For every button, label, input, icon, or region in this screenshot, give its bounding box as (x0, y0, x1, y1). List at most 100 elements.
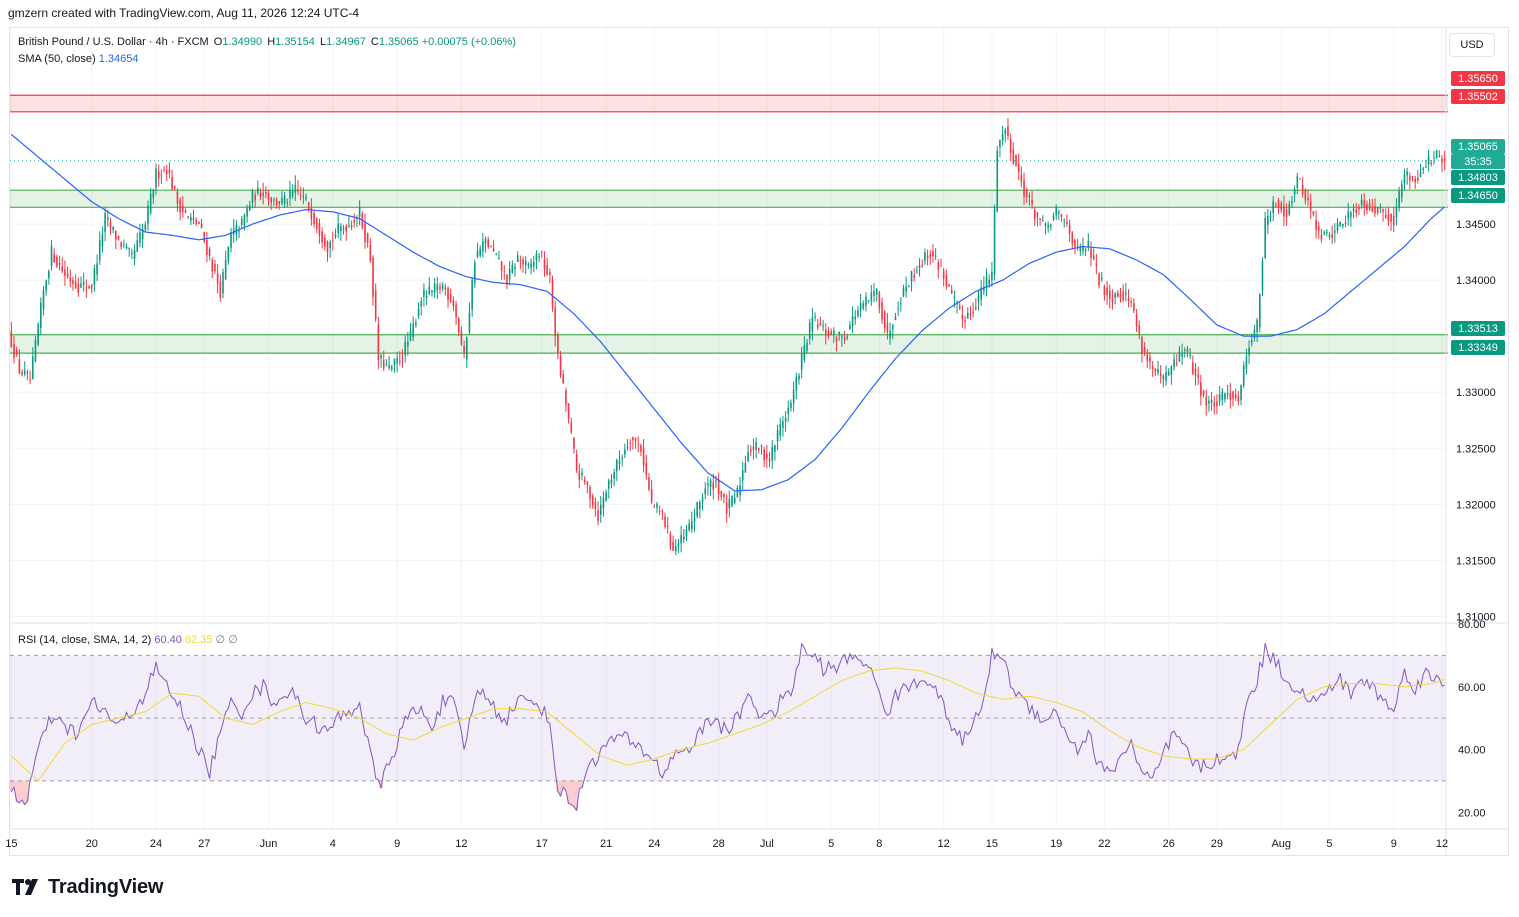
candle-body (790, 402, 792, 409)
candle-body (977, 295, 980, 303)
candle-body (1253, 329, 1256, 339)
candle-body (1280, 203, 1283, 211)
candle-body (782, 421, 784, 428)
candle-body (495, 253, 498, 255)
candle-body (310, 207, 313, 220)
time-tick-label: 27 (198, 838, 210, 850)
candle-body (1143, 346, 1146, 353)
candle-body (626, 447, 629, 449)
candle-body (115, 230, 117, 240)
candle-body (1117, 292, 1119, 297)
candle-body (396, 358, 398, 364)
candle-body (1068, 224, 1071, 234)
candle-body (704, 488, 707, 495)
candle-body (1355, 209, 1358, 214)
candle-body (969, 313, 972, 315)
candle-body (163, 169, 165, 171)
candle-body (262, 192, 264, 196)
candle-body (524, 260, 527, 265)
ohlc-c-label: C (370, 36, 379, 48)
price-legend: British Pound / U.S. Dollar · 4h · FXCM … (18, 36, 516, 48)
candle-body (899, 303, 902, 305)
candle-body (61, 266, 64, 272)
candle-body (725, 502, 728, 514)
candle-body (964, 320, 966, 322)
candle-body (934, 255, 937, 257)
candle-body (409, 330, 412, 341)
time-tick-label: 24 (150, 838, 162, 850)
candle-body (1403, 174, 1406, 184)
candle-body (717, 480, 720, 495)
time-tick-label: Aug (1271, 838, 1291, 850)
candle-body (819, 323, 822, 326)
candle-body (918, 265, 921, 268)
time-tick-label: 9 (1391, 838, 1397, 850)
candle-body (56, 256, 58, 266)
candle-body (975, 307, 977, 309)
candle-body (688, 523, 690, 531)
currency-button[interactable]: USD (1449, 33, 1495, 57)
candle-body (950, 289, 953, 294)
candle-body (1009, 139, 1012, 153)
candle-body (618, 460, 621, 464)
candle-body (980, 287, 982, 300)
candle-body (257, 187, 259, 194)
candle-body (1430, 162, 1433, 164)
candle-body (1108, 290, 1111, 300)
sma-value: 1.34654 (98, 53, 139, 65)
candle-body (152, 189, 155, 198)
time-tick-label: 8 (876, 838, 882, 850)
zone-layer (10, 94, 1448, 354)
candle-body (1363, 200, 1366, 208)
candle-body (305, 196, 307, 200)
candle-body (460, 331, 463, 345)
rsi-value: 60.40 (154, 634, 182, 646)
tradingview-logo[interactable]: TradingView (12, 875, 163, 899)
candle-body (1130, 301, 1133, 303)
candle-body (123, 244, 125, 246)
candle-body (1234, 394, 1237, 399)
candle-body (18, 359, 21, 373)
candle-body (393, 358, 396, 366)
candle-body (101, 234, 104, 247)
rsi-legend: RSI (14, close, SMA, 14, 2) 60.40 62.35 … (18, 633, 238, 646)
candle-body (728, 499, 731, 509)
rsi-tick-label: 60.00 (1458, 682, 1486, 694)
candle-body (1283, 205, 1285, 217)
candle-body (1331, 233, 1333, 239)
candle-body (248, 204, 251, 211)
candle-body (1205, 396, 1208, 406)
candle-body (929, 254, 932, 258)
candle-body (382, 359, 385, 369)
time-tick-label: Jul (760, 838, 774, 850)
candle-body (945, 274, 948, 287)
candle-body (1028, 195, 1031, 198)
candle-body (883, 311, 886, 329)
candle-body (463, 346, 465, 353)
candle-body (988, 279, 991, 285)
candle-body (926, 256, 929, 259)
candle-body (1307, 197, 1309, 201)
candle-body (273, 199, 275, 201)
candle-body (1387, 214, 1390, 221)
candle-body (838, 331, 840, 335)
candle-body (816, 324, 819, 328)
candle-body (1167, 372, 1170, 376)
rsi-tick-label: 80.00 (1458, 619, 1486, 631)
candle-body (854, 316, 857, 320)
candle-body (1242, 365, 1245, 386)
time-tick-label: 5 (1326, 838, 1332, 850)
candle-body (200, 224, 203, 228)
candle-body (1060, 214, 1063, 217)
candle-body (937, 262, 940, 270)
time-tick-label: 29 (1211, 838, 1223, 850)
candle-body (211, 259, 214, 272)
candle-body (1398, 191, 1400, 208)
candle-body (1138, 325, 1141, 334)
candle-body (1023, 180, 1025, 197)
candle-body (993, 208, 996, 274)
candle-body (128, 247, 131, 250)
candle-body (74, 281, 77, 289)
candle-body (768, 458, 771, 462)
